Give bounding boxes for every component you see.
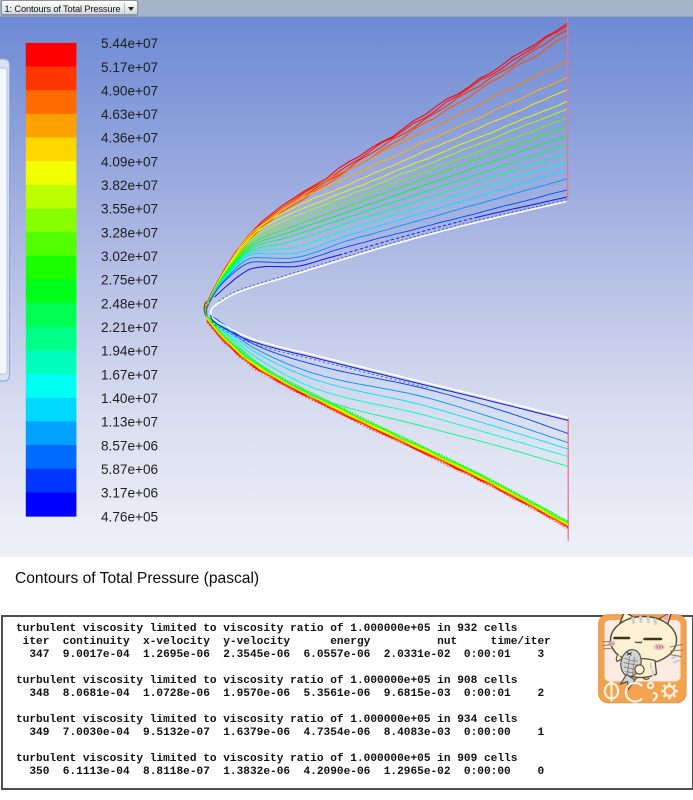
svg-text:2.75e+07: 2.75e+07 bbox=[101, 273, 158, 288]
svg-text:8.57e+06: 8.57e+06 bbox=[101, 438, 158, 453]
svg-text:2.48e+07: 2.48e+07 bbox=[101, 296, 158, 311]
svg-text:1.94e+07: 1.94e+07 bbox=[101, 344, 158, 359]
svg-text:4.36e+07: 4.36e+07 bbox=[101, 131, 158, 146]
svg-text:5.87e+06: 5.87e+06 bbox=[101, 462, 158, 477]
svg-text:5.17e+07: 5.17e+07 bbox=[101, 60, 158, 75]
svg-text:1.40e+07: 1.40e+07 bbox=[101, 391, 158, 406]
svg-text:3.28e+07: 3.28e+07 bbox=[101, 225, 158, 240]
svg-text:3.82e+07: 3.82e+07 bbox=[101, 178, 158, 193]
svg-text:5.44e+07: 5.44e+07 bbox=[101, 36, 158, 51]
svg-text:4.09e+07: 4.09e+07 bbox=[101, 154, 158, 169]
svg-text:1.13e+07: 1.13e+07 bbox=[101, 415, 158, 430]
svg-text:1.67e+07: 1.67e+07 bbox=[101, 367, 158, 382]
svg-text:2.21e+07: 2.21e+07 bbox=[101, 320, 158, 335]
svg-text:3.55e+07: 3.55e+07 bbox=[101, 202, 158, 217]
svg-text:4.76e+05: 4.76e+05 bbox=[101, 509, 158, 524]
svg-text:4.90e+07: 4.90e+07 bbox=[101, 83, 158, 98]
svg-text:3.17e+06: 3.17e+06 bbox=[101, 486, 158, 501]
svg-text:3.02e+07: 3.02e+07 bbox=[101, 249, 158, 264]
svg-text:4.63e+07: 4.63e+07 bbox=[101, 107, 158, 122]
